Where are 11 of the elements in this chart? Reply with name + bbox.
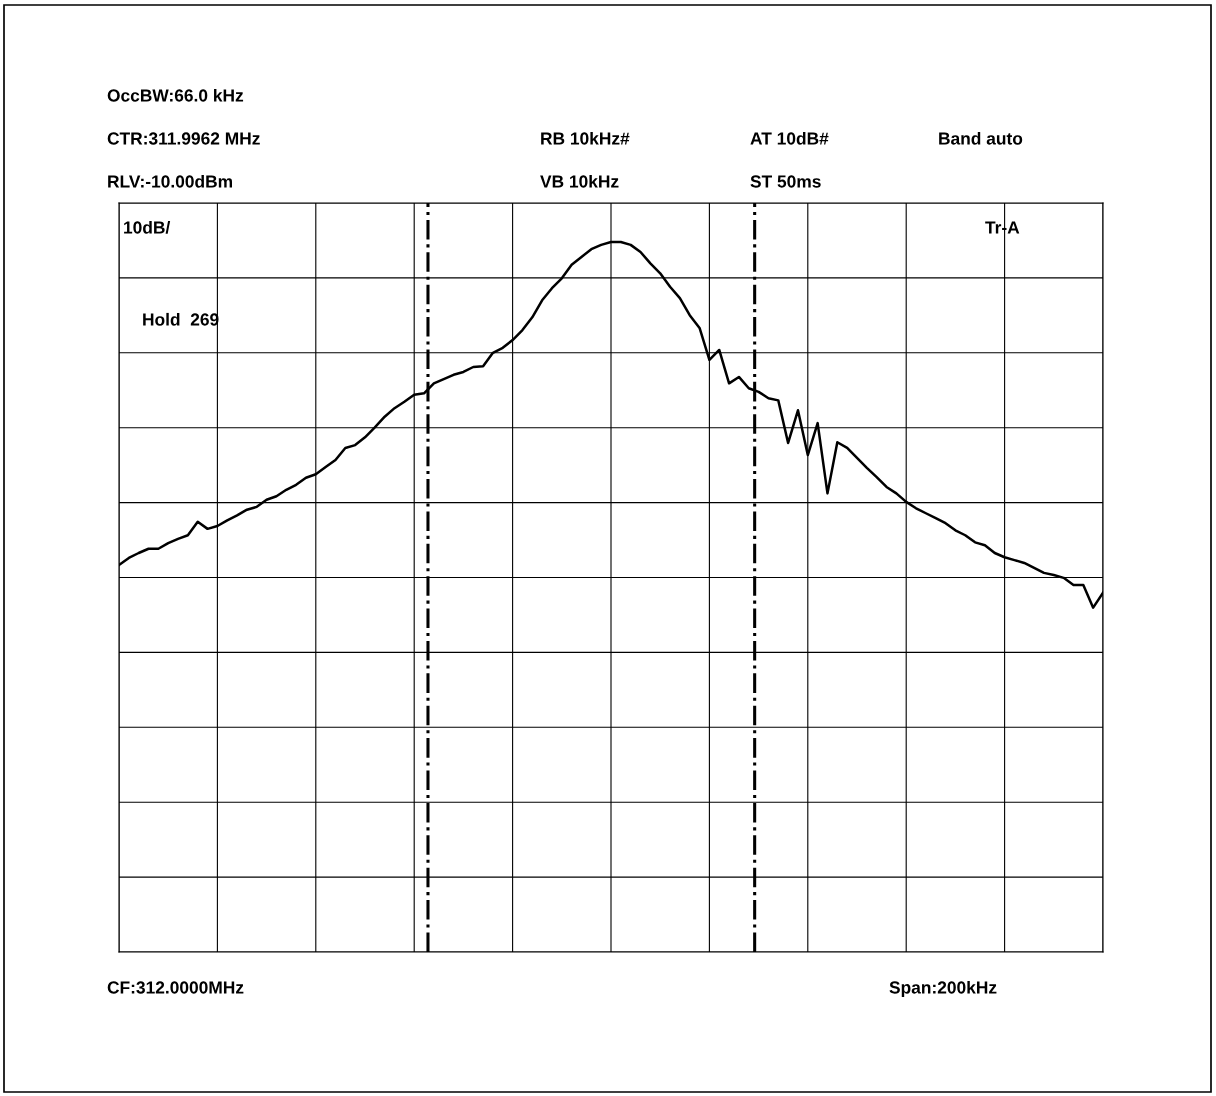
text: 10dB/ bbox=[124, 220, 171, 234]
text: AT 10dB# bbox=[750, 131, 829, 145]
text: CF:312.0000MHz bbox=[107, 981, 244, 994]
text: RB 10kHz# bbox=[541, 131, 630, 145]
text: Span:200kHz bbox=[889, 980, 997, 998]
text: VB 10kHz bbox=[540, 174, 619, 188]
text: RLV:-10.00dBm bbox=[108, 174, 232, 188]
text: CTR:311.9962 MHz bbox=[107, 132, 260, 145]
text: ST 50ms bbox=[750, 175, 821, 188]
text: OccBW:66.0 kHz bbox=[107, 88, 244, 102]
text: Band auto bbox=[939, 131, 1023, 145]
